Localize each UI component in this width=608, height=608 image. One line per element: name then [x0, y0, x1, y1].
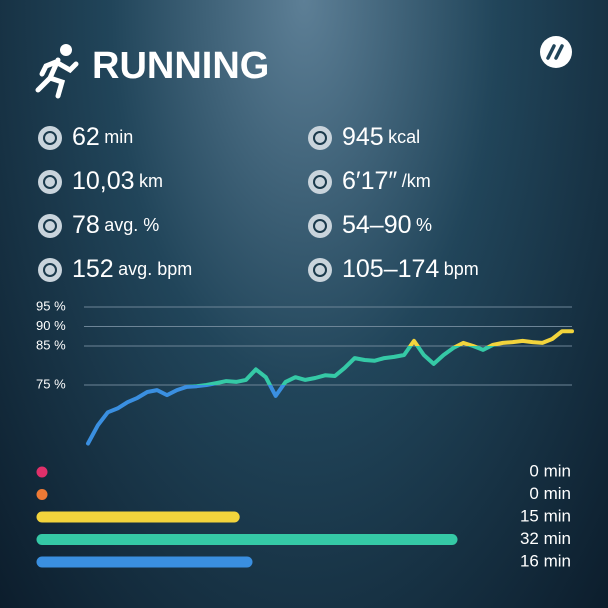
stat-value: 10,03	[72, 167, 135, 195]
stat-value: 78	[72, 211, 100, 239]
stat-icon-inner	[43, 131, 57, 145]
y-tick-label: 75 %	[36, 376, 66, 391]
stat: 945 kcal	[342, 123, 420, 151]
stat: 54–90 %	[342, 211, 432, 239]
stat-icon	[308, 170, 332, 194]
app-logo-mark	[546, 44, 564, 60]
stat-icon	[308, 214, 332, 238]
stat-icon	[38, 258, 62, 282]
stat-icon-inner	[43, 175, 57, 189]
stat-icon	[308, 126, 332, 150]
stat-value: 945	[342, 123, 384, 151]
stat: 105–174 bpm	[342, 255, 479, 283]
y-tick-label: 90 %	[36, 318, 66, 333]
zone-label: 15 min	[520, 506, 571, 525]
stat: 6′17″ /km	[342, 167, 431, 195]
stat: 62 min	[72, 123, 133, 151]
stat-unit: /km	[402, 171, 431, 191]
stat-unit: bpm	[444, 259, 479, 279]
y-tick-label: 85 %	[36, 337, 66, 352]
stat-unit: avg. bpm	[118, 259, 192, 279]
stat-unit: km	[139, 171, 163, 191]
stat-icon-inner	[313, 219, 327, 233]
stat-icon	[38, 126, 62, 150]
y-tick-label: 95 %	[36, 298, 66, 313]
heart-rate-line	[86, 329, 574, 446]
app-logo	[540, 36, 572, 68]
stat-icon	[308, 258, 332, 282]
zone-label: 16 min	[520, 551, 571, 570]
stat-icon-inner	[313, 263, 327, 277]
stat-icon	[38, 170, 62, 194]
zone-label: 0 min	[529, 461, 571, 480]
stat: 10,03 km	[72, 167, 163, 195]
runner-icon	[35, 44, 79, 99]
stat: 152 avg. bpm	[72, 255, 192, 283]
zone-label: 32 min	[520, 529, 571, 548]
zone-label: 0 min	[529, 484, 571, 503]
stat-icon-inner	[43, 263, 57, 277]
stat-value: 6′17″	[342, 167, 397, 195]
stat-unit: kcal	[388, 127, 420, 147]
stat-unit: avg. %	[104, 215, 159, 235]
stat-icon-inner	[313, 175, 327, 189]
stat-unit: %	[416, 215, 432, 235]
stat-icon-inner	[313, 131, 327, 145]
stat-value: 105–174	[342, 255, 439, 283]
stat-unit: min	[104, 127, 133, 147]
stat-value: 54–90	[342, 211, 412, 239]
stat-icon	[38, 214, 62, 238]
title: RUNNING	[92, 45, 269, 87]
stat-icon-inner	[43, 219, 57, 233]
stat: 78 avg. %	[72, 211, 159, 239]
stat-value: 152	[72, 255, 114, 283]
stat-value: 62	[72, 123, 100, 151]
